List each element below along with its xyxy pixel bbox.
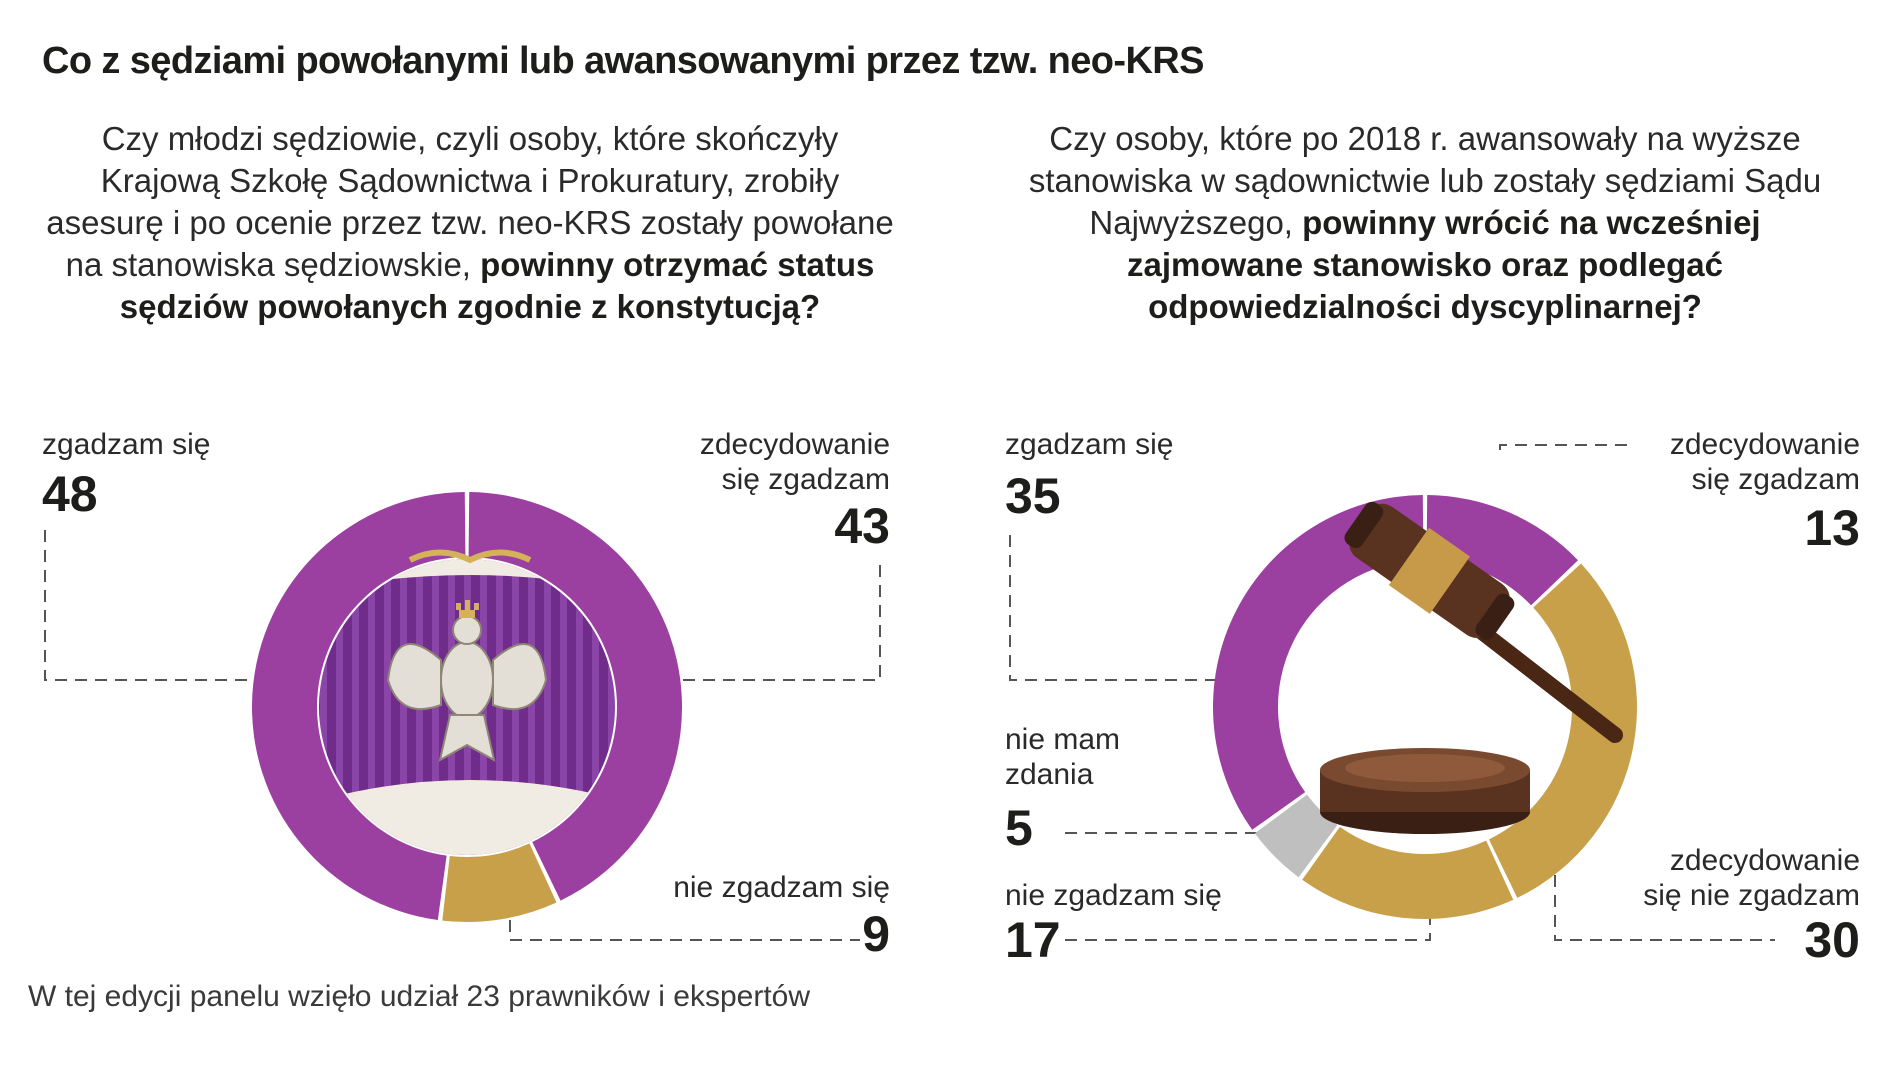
donut-right-slice-3 <box>1254 794 1338 878</box>
question-right: Czy osoby, które po 2018 r. awansowały n… <box>1000 118 1850 328</box>
label-zdecydowanie-left-2: się zgadzam <box>721 463 890 496</box>
page-title: Co z sędziami powołanymi lub awansowanym… <box>42 40 1205 82</box>
question-left-plain: Czy młodzi sędziowie, czyli osoby, które… <box>46 120 894 283</box>
label-zgadzam-left: zgadzam się <box>42 428 211 461</box>
donut-chart-left <box>251 492 682 922</box>
question-right-plain: Czy osoby, które po 2018 r. awansowały n… <box>1028 120 1822 241</box>
value-nie-mam-right: 5 <box>1005 800 1033 856</box>
footnote: W tej edycji panelu wzięło udział 23 pra… <box>28 980 811 1013</box>
label-zdec-nie-right-1: zdecydowanie <box>1669 844 1860 877</box>
donut-right-slice-0 <box>1426 495 1579 606</box>
label-zdecydowanie-right-2: się zgadzam <box>1691 463 1860 496</box>
donut-left-slice-2 <box>251 492 466 921</box>
label-nie-mam-right-1: nie mam <box>1005 723 1121 756</box>
leader-lines-left <box>44 530 881 941</box>
question-left-bold: powinny otrzymać status sędziów powołany… <box>119 246 875 325</box>
label-nie-mam-right-2: zdania <box>1005 758 1094 791</box>
question-left: Czy młodzi sędziowie, czyli osoby, które… <box>40 118 900 328</box>
donut-right-slice-4 <box>1213 495 1424 830</box>
label-nie-zgadzam-right: nie zgadzam się <box>1005 879 1222 912</box>
label-nie-zgadzam-left: nie zgadzam się <box>673 871 890 904</box>
value-zdec-nie-right: 30 <box>1804 912 1860 968</box>
value-nie-zgadzam-left: 9 <box>862 906 890 962</box>
label-zdecydowanie-right-1: zdecydowanie <box>1669 428 1860 461</box>
leader-line-zgadzam-left <box>44 530 250 681</box>
eagle-emblem-icon <box>319 549 615 855</box>
value-zdecydowanie-right: 13 <box>1804 500 1860 556</box>
leader-line-zgadzam-right <box>1009 535 1215 681</box>
value-zgadzam-left: 48 <box>42 466 98 522</box>
donut-left-slice-0 <box>468 492 682 901</box>
question-right-bold: powinny wrócić na wcześniej zajmowane st… <box>1127 204 1761 325</box>
leader-line-nie-zgadzam-left <box>509 900 860 941</box>
value-nie-zgadzam-right: 17 <box>1005 912 1061 968</box>
gavel-icon <box>1320 501 1623 834</box>
value-zdecydowanie-left: 43 <box>834 498 890 554</box>
label-zdecydowanie-left-1: zdecydowanie <box>699 428 890 461</box>
donut-left-slice-1 <box>442 843 557 922</box>
value-zgadzam-right: 35 <box>1005 468 1061 524</box>
label-zgadzam-right: zgadzam się <box>1005 428 1174 461</box>
donut-right-slice-2 <box>1302 826 1514 920</box>
label-zdec-nie-right-2: się nie zgadzam <box>1643 879 1860 912</box>
leader-line-zdecydowanie-right <box>1499 444 1630 450</box>
leader-line-zdecydowanie-left <box>680 565 881 681</box>
